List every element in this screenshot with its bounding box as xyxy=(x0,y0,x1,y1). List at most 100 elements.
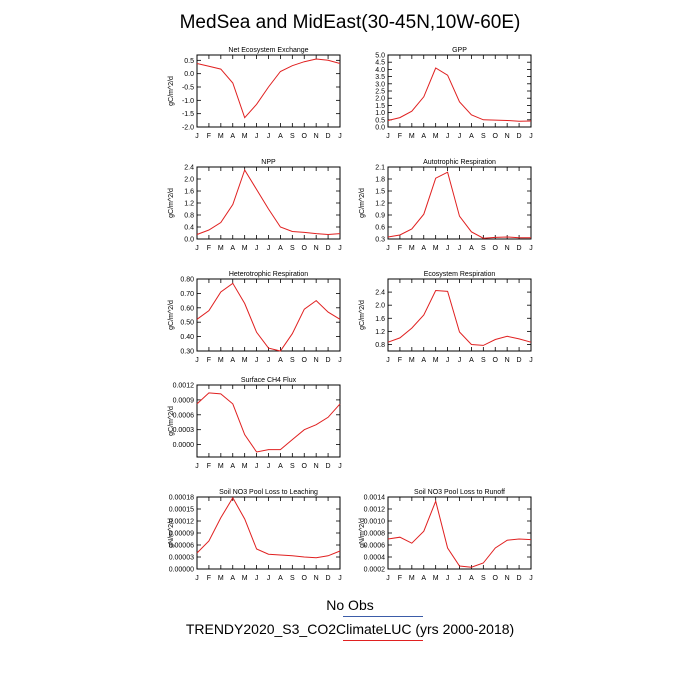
x-tick-label: J xyxy=(255,357,259,364)
x-tick-label: S xyxy=(481,575,486,582)
y-tick-label: 0.8 xyxy=(375,342,385,349)
x-tick-label: M xyxy=(242,133,248,140)
x-tick-label: D xyxy=(326,133,331,140)
x-tick-label: F xyxy=(207,575,211,582)
y-tick-label: 0.00015 xyxy=(169,507,194,514)
x-tick-label: O xyxy=(493,245,499,252)
x-tick-label: J xyxy=(267,357,271,364)
y-tick-label: 2.0 xyxy=(375,96,385,103)
y-axis-label: gC/m^2/d xyxy=(168,188,175,218)
x-tick-label: D xyxy=(517,133,522,140)
y-tick-label: 0.00018 xyxy=(169,495,194,502)
y-axis-label: gC/m^2/d xyxy=(359,300,366,330)
x-tick-label: D xyxy=(326,463,331,470)
panel-title: Ecosystem Respiration xyxy=(424,271,496,278)
y-tick-label: 0.3 xyxy=(375,237,385,244)
x-tick-label: D xyxy=(517,245,522,252)
x-tick-label: O xyxy=(493,133,499,140)
panel-frame xyxy=(196,278,341,352)
x-tick-label: S xyxy=(481,133,486,140)
y-tick-label: 0.0010 xyxy=(364,519,386,526)
y-tick-label: 2.5 xyxy=(375,89,385,96)
y-tick-label: 2.0 xyxy=(375,303,385,310)
panel-title: Net Ecosystem Exchange xyxy=(228,47,308,54)
x-tick-label: A xyxy=(230,245,235,252)
x-tick-label: F xyxy=(398,575,402,582)
y-tick-label: 0.00003 xyxy=(169,555,194,562)
y-tick-label: 0.5 xyxy=(375,117,385,124)
x-tick-label: M xyxy=(409,575,415,582)
x-tick-label: N xyxy=(314,133,319,140)
x-tick-label: A xyxy=(278,133,283,140)
y-tick-label: 2.4 xyxy=(375,290,385,297)
y-tick-label: 0.70 xyxy=(180,291,194,298)
panel-title: GPP xyxy=(452,47,467,54)
series-line xyxy=(196,392,341,453)
panel-title: Soil NO3 Pool Loss to Leaching xyxy=(219,489,318,496)
y-tick-label: 0.0 xyxy=(375,125,385,132)
panel-frame xyxy=(387,54,532,128)
y-tick-label: -1.5 xyxy=(182,111,194,118)
x-tick-label: M xyxy=(409,245,415,252)
y-tick-label: -0.5 xyxy=(182,85,194,92)
y-tick-label: 0.0 xyxy=(184,71,194,78)
x-tick-label: M xyxy=(242,575,248,582)
x-tick-label: F xyxy=(207,133,211,140)
x-tick-label: D xyxy=(517,575,522,582)
panel-title: Soil NO3 Pool Loss to Runoff xyxy=(414,489,505,496)
x-tick-label: O xyxy=(302,357,308,364)
y-tick-label: 1.2 xyxy=(184,201,194,208)
page-title: MedSea and MidEast(30-45N,10W-60E) xyxy=(179,12,521,33)
x-tick-label: J xyxy=(195,245,199,252)
x-tick-label: J xyxy=(386,245,390,252)
x-tick-label: J xyxy=(338,575,342,582)
x-tick-label: D xyxy=(517,357,522,364)
x-tick-label: J xyxy=(195,357,199,364)
x-tick-label: J xyxy=(446,133,450,140)
x-tick-label: F xyxy=(207,245,211,252)
panel-title: NPP xyxy=(261,159,276,166)
x-tick-label: A xyxy=(230,133,235,140)
x-tick-label: A xyxy=(421,575,426,582)
x-tick-label: A xyxy=(469,357,474,364)
series-line xyxy=(196,168,341,236)
series-line xyxy=(387,171,531,239)
x-tick-label: J xyxy=(195,575,199,582)
y-tick-label: 4.0 xyxy=(375,67,385,74)
y-tick-label: 0.40 xyxy=(180,334,194,341)
x-tick-label: M xyxy=(218,245,224,252)
series-line xyxy=(196,496,341,559)
panel-frame xyxy=(387,496,532,570)
y-tick-label: 0.00006 xyxy=(169,543,194,550)
series-line xyxy=(387,67,532,122)
y-tick-label: 1.2 xyxy=(375,329,385,336)
panel-title: Heterotrophic Respiration xyxy=(229,271,308,278)
x-tick-label: J xyxy=(529,357,533,364)
x-tick-label: J xyxy=(338,357,342,364)
y-tick-label: -1.0 xyxy=(182,98,194,105)
x-tick-label: N xyxy=(505,357,510,364)
x-tick-label: A xyxy=(469,575,474,582)
x-tick-label: J xyxy=(195,463,199,470)
x-tick-label: A xyxy=(469,245,474,252)
x-tick-label: M xyxy=(218,463,224,470)
y-tick-label: 1.6 xyxy=(375,316,385,323)
y-tick-label: 0.0000 xyxy=(173,442,195,449)
x-tick-label: S xyxy=(290,575,295,582)
y-tick-label: 0.30 xyxy=(180,349,194,356)
x-tick-label: F xyxy=(207,463,211,470)
y-tick-label: 1.5 xyxy=(375,189,385,196)
y-tick-label: 0.0004 xyxy=(364,555,386,562)
x-tick-label: J xyxy=(386,575,390,582)
y-tick-label: 0.00000 xyxy=(169,567,194,574)
y-tick-label: 0.0012 xyxy=(364,507,386,514)
x-tick-label: O xyxy=(302,575,308,582)
y-tick-label: 0.0006 xyxy=(173,412,195,419)
y-tick-label: 5.0 xyxy=(375,53,385,60)
panel-frame xyxy=(196,54,341,128)
y-axis-label: gC/m^2/d xyxy=(168,76,175,106)
y-tick-label: 0.6 xyxy=(375,225,385,232)
x-tick-label: J xyxy=(255,463,259,470)
x-tick-label: N xyxy=(505,575,510,582)
